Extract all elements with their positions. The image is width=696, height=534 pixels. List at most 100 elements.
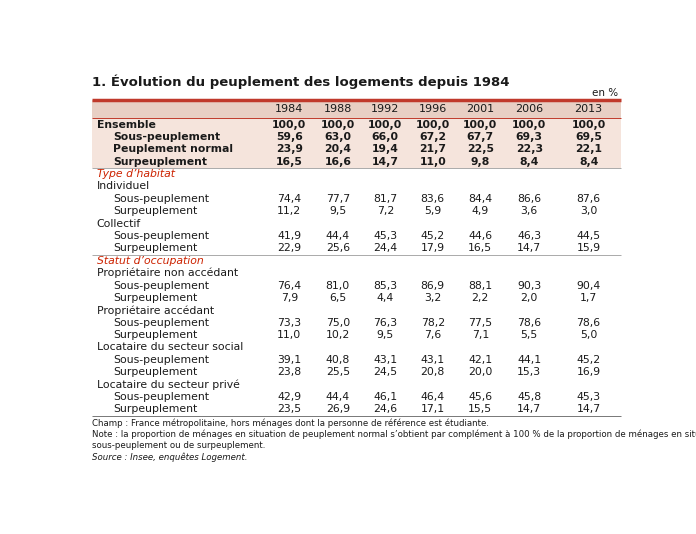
Text: 83,6: 83,6	[420, 194, 445, 204]
Text: 21,7: 21,7	[419, 144, 446, 154]
Text: 76,3: 76,3	[373, 318, 397, 328]
Text: Surpeuplement: Surpeuplement	[113, 330, 197, 340]
Text: 15,3: 15,3	[517, 367, 541, 377]
Text: 75,0: 75,0	[326, 318, 350, 328]
Text: 86,9: 86,9	[420, 280, 445, 290]
Text: 3,0: 3,0	[580, 206, 597, 216]
Text: 74,4: 74,4	[277, 194, 301, 204]
Text: 100,0: 100,0	[463, 120, 498, 130]
Text: 15,9: 15,9	[576, 244, 601, 254]
Text: 45,3: 45,3	[373, 231, 397, 241]
Text: 11,0: 11,0	[277, 330, 301, 340]
Text: 78,6: 78,6	[576, 318, 601, 328]
Text: 16,5: 16,5	[468, 244, 492, 254]
Text: Sous-peuplement: Sous-peuplement	[113, 194, 209, 204]
Text: 2,2: 2,2	[472, 293, 489, 303]
Text: 7,1: 7,1	[472, 330, 489, 340]
Text: 45,6: 45,6	[468, 392, 492, 402]
Text: 16,9: 16,9	[576, 367, 601, 377]
Text: 63,0: 63,0	[324, 132, 351, 142]
Bar	[93, 131, 621, 143]
Text: 100,0: 100,0	[416, 120, 450, 130]
Text: 1988: 1988	[324, 104, 352, 114]
Text: 25,6: 25,6	[326, 244, 350, 254]
Text: 87,6: 87,6	[576, 194, 601, 204]
Text: 76,4: 76,4	[277, 280, 301, 290]
Text: 88,1: 88,1	[468, 280, 492, 290]
Text: Sous-peuplement: Sous-peuplement	[113, 132, 220, 142]
Text: 2,0: 2,0	[521, 293, 538, 303]
Text: 20,0: 20,0	[468, 367, 492, 377]
Text: 84,4: 84,4	[468, 194, 492, 204]
Text: 43,1: 43,1	[373, 355, 397, 365]
Text: 10,2: 10,2	[326, 330, 350, 340]
Text: 22,9: 22,9	[277, 244, 301, 254]
Text: 7,9: 7,9	[280, 293, 298, 303]
Text: 17,9: 17,9	[420, 244, 445, 254]
Text: 14,7: 14,7	[517, 244, 541, 254]
Text: 73,3: 73,3	[277, 318, 301, 328]
Text: 2001: 2001	[466, 104, 494, 114]
Text: 7,6: 7,6	[424, 330, 441, 340]
Text: 1996: 1996	[418, 104, 447, 114]
Text: 42,1: 42,1	[468, 355, 492, 365]
Bar	[93, 143, 621, 155]
Text: 3,6: 3,6	[521, 206, 538, 216]
Text: 23,5: 23,5	[277, 404, 301, 414]
Text: 23,9: 23,9	[276, 144, 303, 154]
Text: 100,0: 100,0	[571, 120, 606, 130]
Text: 44,1: 44,1	[517, 355, 541, 365]
Text: 17,1: 17,1	[420, 404, 445, 414]
Text: 3,2: 3,2	[424, 293, 441, 303]
Text: Collectif: Collectif	[97, 218, 141, 229]
Text: 66,0: 66,0	[372, 132, 399, 142]
Text: Surpeuplement: Surpeuplement	[113, 293, 197, 303]
Text: 69,5: 69,5	[575, 132, 602, 142]
Text: 6,5: 6,5	[329, 293, 347, 303]
Text: 85,3: 85,3	[373, 280, 397, 290]
Text: Propriétaire accédant: Propriétaire accédant	[97, 305, 214, 316]
Text: Locataire du secteur social: Locataire du secteur social	[97, 342, 243, 352]
Text: 78,6: 78,6	[517, 318, 541, 328]
Text: Surpeuplement: Surpeuplement	[113, 404, 197, 414]
Text: 59,6: 59,6	[276, 132, 303, 142]
Bar	[93, 119, 621, 131]
Text: 40,8: 40,8	[326, 355, 350, 365]
Text: 14,7: 14,7	[517, 404, 541, 414]
Text: Sous-peuplement: Sous-peuplement	[113, 392, 209, 402]
Text: 20,4: 20,4	[324, 144, 351, 154]
Text: 24,6: 24,6	[373, 404, 397, 414]
Text: 41,9: 41,9	[277, 231, 301, 241]
Text: 14,7: 14,7	[372, 156, 399, 167]
Text: 67,7: 67,7	[466, 132, 493, 142]
Text: 44,4: 44,4	[326, 231, 350, 241]
Text: Type d’habitat: Type d’habitat	[97, 169, 175, 179]
Text: 5,5: 5,5	[521, 330, 538, 340]
Text: 67,2: 67,2	[419, 132, 446, 142]
Text: 14,7: 14,7	[576, 404, 601, 414]
Text: 24,4: 24,4	[373, 244, 397, 254]
Text: 86,6: 86,6	[517, 194, 541, 204]
Text: Note : la proportion de ménages en situation de peuplement normal s’obtient par : Note : la proportion de ménages en situa…	[93, 430, 696, 439]
Text: Source : Insee, enquêtes Logement.: Source : Insee, enquêtes Logement.	[93, 452, 248, 462]
Text: Sous-peuplement: Sous-peuplement	[113, 280, 209, 290]
Text: 9,5: 9,5	[377, 330, 394, 340]
Text: 26,9: 26,9	[326, 404, 350, 414]
Text: 44,6: 44,6	[468, 231, 492, 241]
Text: Surpeuplement: Surpeuplement	[113, 206, 197, 216]
Text: 46,4: 46,4	[420, 392, 445, 402]
Text: 77,7: 77,7	[326, 194, 350, 204]
Text: Sous-peuplement: Sous-peuplement	[113, 231, 209, 241]
Text: 100,0: 100,0	[272, 120, 306, 130]
Text: 100,0: 100,0	[368, 120, 402, 130]
Text: 11,2: 11,2	[277, 206, 301, 216]
Bar	[93, 100, 621, 119]
Text: 1992: 1992	[371, 104, 400, 114]
Text: 9,8: 9,8	[470, 156, 490, 167]
Text: 22,1: 22,1	[575, 144, 602, 154]
Text: 39,1: 39,1	[277, 355, 301, 365]
Text: Surpeuplement: Surpeuplement	[113, 367, 197, 377]
Text: 8,4: 8,4	[520, 156, 539, 167]
Text: 22,5: 22,5	[467, 144, 493, 154]
Text: 1,7: 1,7	[580, 293, 597, 303]
